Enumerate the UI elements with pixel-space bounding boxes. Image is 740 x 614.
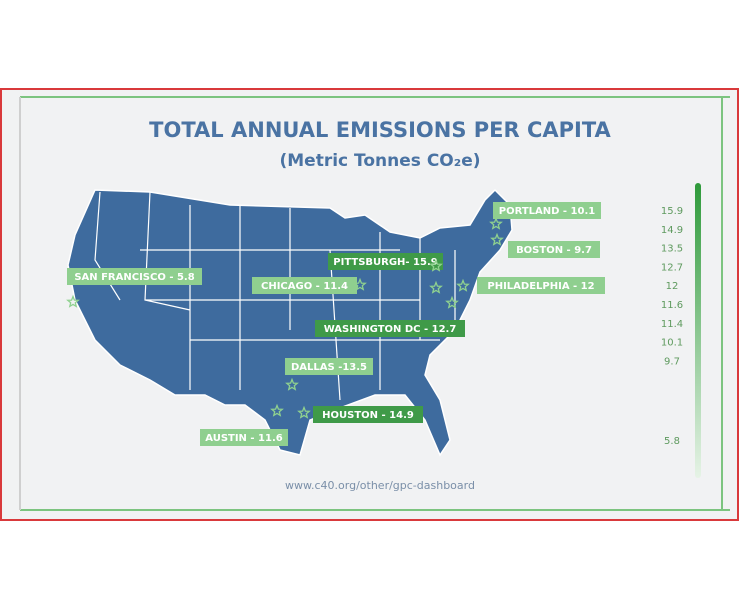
scale-label: 10.1	[661, 338, 683, 349]
subtitle: (Metric Tonnes CO₂e)	[279, 151, 480, 171]
city-marker	[445, 295, 459, 309]
city-marker	[270, 403, 284, 417]
city-label-box	[315, 320, 465, 337]
city-label-box	[328, 253, 443, 270]
scale-label: 14.9	[661, 225, 683, 236]
scale-bar	[695, 183, 701, 478]
city-label: SAN FRANCISCO - 5.8	[74, 272, 194, 283]
scale-label: 12	[666, 281, 679, 292]
city-label-box	[200, 429, 288, 446]
city-marker	[490, 232, 504, 246]
city-label: AUSTIN - 11.6	[205, 433, 282, 444]
scale-label: 12.7	[661, 262, 683, 273]
city-label-box	[67, 268, 202, 285]
city-label: WASHINGTON DC - 12.7	[324, 324, 457, 335]
city-label-box	[508, 241, 600, 258]
city-label-box	[477, 277, 605, 294]
city-marker	[66, 294, 80, 308]
scale-label: 15.9	[661, 206, 683, 217]
scale-label: 9.7	[664, 356, 680, 367]
city-label-box	[313, 406, 423, 423]
scale-label: 11.4	[661, 319, 683, 330]
city-marker	[489, 216, 503, 230]
city-marker	[429, 280, 443, 294]
city-label-box	[285, 358, 373, 375]
city-label: CHICAGO - 11.4	[261, 281, 348, 292]
city-marker	[297, 405, 311, 419]
city-label: PHILADELPHIA - 12	[487, 281, 594, 292]
city-marker	[456, 278, 470, 292]
city-label: DALLAS -13.5	[291, 362, 367, 373]
city-label: BOSTON - 9.7	[516, 245, 592, 256]
city-marker	[353, 277, 367, 291]
city-marker	[285, 377, 299, 391]
city-label: HOUSTON - 14.9	[322, 410, 414, 421]
scale-label: 13.5	[661, 244, 683, 255]
city-label: PITTSBURGH- 15.9	[333, 257, 437, 268]
source: www.c40.org/other/gpc-dashboard	[285, 479, 475, 492]
title: TOTAL ANNUAL EMISSIONS PER CAPITA	[149, 118, 611, 142]
scale-label: 5.8	[664, 436, 680, 447]
city-marker	[429, 258, 443, 272]
scale-label: 11.6	[661, 300, 683, 311]
city-label-box	[252, 277, 357, 294]
city-label-box	[493, 202, 601, 219]
city-label: PORTLAND - 10.1	[499, 206, 596, 217]
